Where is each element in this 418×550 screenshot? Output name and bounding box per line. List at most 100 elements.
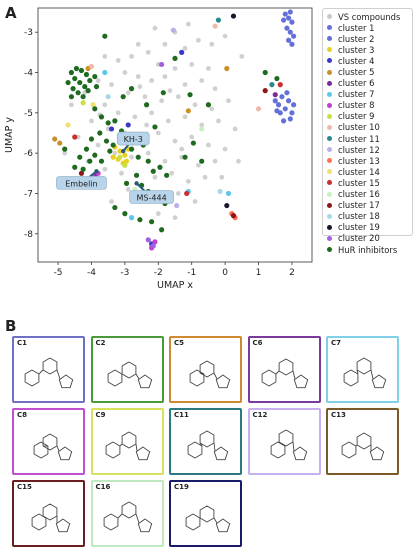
hur-inhibitors-point: [149, 219, 155, 225]
legend-label: cluster 1: [338, 22, 375, 33]
hur-inhibitors-point: [73, 65, 80, 72]
vs-compounds-point: [206, 142, 211, 148]
vs-compounds-point: [112, 150, 118, 156]
annotation-label: MS-444: [137, 193, 167, 202]
cluster-3-point: [122, 152, 128, 158]
legend-label: cluster 17: [338, 200, 380, 211]
hur-inhibitors-point: [274, 75, 280, 82]
cluster-5-point: [224, 65, 230, 72]
ring-shape: [121, 431, 136, 449]
vs-compounds-point: [226, 98, 231, 104]
vs-compounds-point: [195, 37, 201, 43]
annotation-arrowhead: [94, 169, 99, 174]
vs-compounds-point: [182, 114, 188, 120]
cluster-7-point: [102, 69, 108, 76]
legend-marker: [327, 69, 332, 75]
structure-card-label: C16: [95, 483, 111, 491]
molecule-drawing: [185, 505, 231, 533]
ring-shape: [107, 369, 122, 387]
hur-inhibitors-point: [143, 102, 150, 108]
cluster-20-point: [159, 61, 165, 68]
bond-line: [275, 370, 279, 375]
cluster-7-point: [225, 190, 232, 197]
vs-compounds-point: [236, 158, 241, 164]
legend-label: cluster 5: [338, 67, 375, 78]
vs-compounds-point: [137, 84, 143, 90]
vs-compounds-point: [109, 199, 114, 204]
molecule-drawing: [33, 433, 73, 461]
hur-inhibitors-point: [80, 94, 86, 100]
structure-card: C19: [169, 480, 242, 547]
cluster-2-point: [279, 94, 285, 100]
molecule-drawing: [105, 431, 150, 461]
vs-compounds-point: [129, 154, 134, 160]
legend-label: cluster 14: [338, 166, 380, 177]
vs-compounds-point: [202, 174, 208, 180]
legend-entry: cluster 14: [327, 166, 412, 177]
vs-compounds-point: [129, 53, 134, 59]
hur-inhibitors-point: [62, 146, 68, 152]
legend-marker: [327, 224, 332, 230]
vs-compounds-point: [172, 138, 178, 144]
vs-compounds-point: [195, 162, 201, 168]
structure-card: C6: [247, 336, 321, 403]
vs-compounds-point: [162, 74, 168, 79]
hur-inhibitors-point: [107, 148, 113, 154]
annotation-arrowhead: [121, 148, 126, 154]
legend-label: cluster 11: [338, 133, 380, 144]
vs-compounds-point: [222, 146, 228, 152]
vs-compounds-point: [102, 53, 108, 59]
cluster-1-point: [286, 37, 292, 43]
cluster-2-point: [274, 108, 280, 114]
vs-compounds-point: [219, 174, 225, 180]
bond-line: [135, 513, 139, 524]
legend-label: cluster 2: [338, 33, 375, 44]
vs-compounds-point: [165, 118, 171, 124]
ring-shape: [261, 369, 276, 387]
annotation-box: [129, 190, 174, 204]
legend-entry: cluster 4: [327, 55, 412, 66]
legend-entry: cluster 10: [327, 122, 412, 133]
cluster-4-point: [125, 122, 131, 128]
hur-inhibitors-point: [98, 114, 105, 120]
y-tick-label: -7: [24, 189, 33, 199]
bond-line: [117, 513, 122, 519]
ring-shape: [356, 357, 372, 375]
ring-shape: [57, 446, 73, 461]
hur-inhibitors-point: [83, 71, 90, 78]
cluster-9-point: [117, 154, 123, 160]
legend-marker: [327, 14, 332, 20]
ring-shape: [199, 360, 215, 378]
cluster-15-point: [277, 82, 283, 88]
legend-label: cluster 8: [338, 100, 375, 111]
structure-card: C16: [90, 480, 164, 547]
bond-line: [38, 369, 44, 375]
structure-card: C12: [247, 408, 321, 475]
y-tick-label: -4: [24, 69, 33, 79]
bond-line: [292, 370, 295, 380]
cluster-10-point: [212, 23, 218, 29]
vs-compounds-point: [182, 45, 188, 51]
legend-label: cluster 7: [338, 89, 375, 100]
legend-entry: cluster 20: [327, 233, 412, 244]
structure-card-label: C9: [95, 411, 106, 419]
hur-inhibitors-point: [92, 106, 98, 112]
x-tick-label: -4: [87, 268, 96, 278]
bond-line: [119, 443, 122, 447]
hur-inhibitors-point: [128, 86, 135, 92]
bond-line: [356, 369, 359, 375]
vs-compounds-point: [199, 122, 205, 128]
ring-shape: [356, 432, 372, 450]
vs-compounds-point: [149, 78, 155, 83]
molecule-drawing: [343, 357, 387, 389]
ring-shape: [105, 441, 120, 459]
ring-shape: [103, 513, 118, 531]
annotation-label: Embelin: [65, 179, 97, 188]
hur-inhibitors-point: [88, 136, 95, 142]
hur-inhibitors-point: [159, 227, 165, 233]
hur-inhibitors-point: [68, 94, 75, 100]
ring-shape: [343, 369, 359, 387]
legend-entry: cluster 13: [327, 155, 412, 166]
legend-marker: [327, 202, 332, 208]
